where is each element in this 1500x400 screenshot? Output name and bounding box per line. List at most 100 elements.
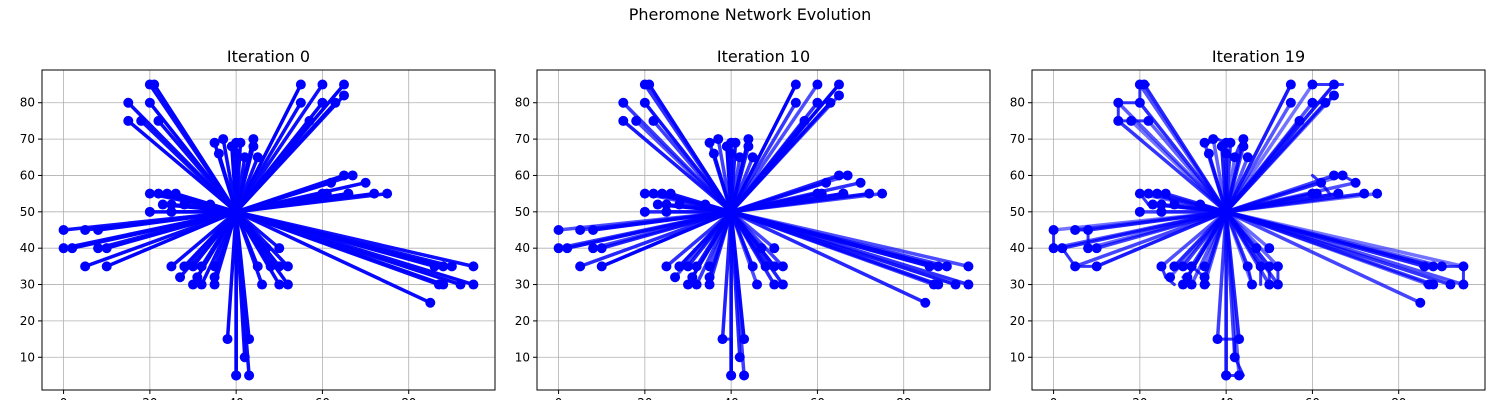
edge (729, 82, 820, 214)
node-point (1091, 243, 1102, 254)
edge (234, 82, 325, 214)
edge (1202, 210, 1228, 269)
node-point (864, 188, 875, 199)
node-point (1329, 79, 1339, 90)
node-point (726, 148, 737, 159)
y-tick-label: 10 (515, 350, 530, 364)
node-point (834, 90, 844, 101)
x-tick-label: 60 (1305, 396, 1320, 400)
node-point (618, 97, 629, 108)
node-point (639, 97, 650, 108)
node-point (455, 279, 466, 290)
node-point (1247, 279, 1258, 290)
node-point (941, 261, 952, 272)
node-point (58, 243, 69, 254)
node-point (683, 279, 693, 290)
figure-title: Pheromone Network Evolution (628, 5, 872, 24)
node-point (790, 79, 801, 90)
node-point (1415, 297, 1426, 308)
node-point (446, 261, 457, 272)
node-point (136, 115, 147, 126)
node-point (218, 134, 229, 145)
node-point (777, 279, 788, 290)
node-point (1143, 188, 1154, 199)
node-point (1307, 97, 1318, 108)
edge (1224, 137, 1246, 214)
node-point (687, 272, 698, 283)
node-point (1160, 188, 1171, 199)
node-point (1048, 243, 1059, 254)
y-tick-label: 80 (515, 96, 530, 110)
node-point (704, 137, 715, 148)
node-point (1445, 279, 1456, 290)
node-point (188, 261, 198, 272)
edge (1224, 210, 1241, 378)
edge (199, 210, 238, 269)
node-point (1113, 115, 1124, 126)
node-point (704, 261, 715, 272)
node-point (213, 148, 224, 159)
node-point (1195, 199, 1206, 210)
edge (139, 119, 238, 214)
node-point (661, 206, 672, 217)
panel-title: Iteration 10 (717, 47, 810, 66)
node-point (933, 261, 944, 272)
node-point (1329, 90, 1339, 101)
edge (729, 210, 759, 287)
node-point (743, 141, 754, 152)
edge (234, 180, 368, 214)
node-point (1221, 370, 1232, 381)
node-point (661, 261, 672, 272)
node-point (257, 279, 268, 290)
node-point (769, 243, 780, 254)
y-tick-label: 50 (515, 205, 530, 219)
y-tick-label: 40 (20, 241, 35, 255)
x-tick-label: 20 (1132, 396, 1147, 400)
node-point (1264, 279, 1275, 290)
node-point (326, 177, 337, 188)
node-point (67, 243, 78, 254)
node-point (239, 152, 250, 163)
node-point (93, 243, 104, 254)
node-point (1264, 261, 1275, 272)
node-point (101, 261, 112, 272)
node-point (295, 79, 306, 90)
node-point (1156, 199, 1167, 210)
node-point (1070, 261, 1081, 272)
node-point (661, 199, 672, 210)
node-point (166, 206, 177, 217)
node-point (1152, 188, 1163, 199)
node-point (644, 79, 655, 90)
node-point (93, 225, 104, 235)
node-point (149, 79, 160, 90)
edge (591, 210, 733, 232)
node-point (1428, 261, 1439, 272)
node-point (209, 272, 220, 283)
x-tick-label: 80 (1391, 396, 1406, 400)
edge (694, 210, 733, 269)
node-point (769, 261, 780, 272)
node-point (816, 188, 827, 199)
node-point (1320, 97, 1331, 108)
y-tick-label: 80 (20, 96, 35, 110)
node-point (760, 261, 771, 272)
node-point (196, 279, 207, 290)
node-point (343, 188, 354, 199)
node-point (704, 272, 715, 283)
node-point (743, 134, 754, 145)
node-point (562, 243, 573, 254)
node-point (1165, 272, 1176, 283)
node-point (648, 115, 659, 126)
node-point (1458, 279, 1469, 290)
edge (1189, 210, 1228, 269)
edge (234, 210, 251, 378)
node-point (244, 370, 255, 381)
node-point (1113, 97, 1124, 108)
node-point (144, 188, 155, 199)
y-tick-label: 80 (1010, 96, 1025, 110)
node-point (339, 170, 349, 181)
edge (1129, 119, 1228, 214)
node-point (1234, 334, 1245, 345)
node-point (933, 279, 944, 290)
node-point (1156, 206, 1167, 217)
